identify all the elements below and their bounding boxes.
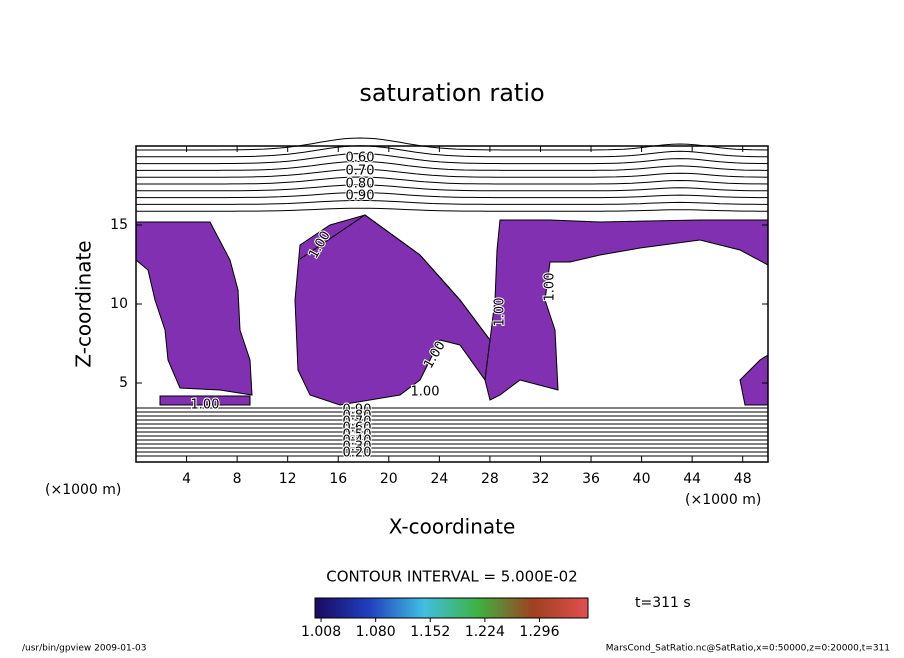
x-tick-label: 28 [481,471,499,487]
contour-interval: CONTOUR INTERVAL = 5.000E-02 [326,568,577,586]
x-axis-label: X-coordinate [389,515,516,539]
x-tick-label: 32 [532,471,550,487]
contour-line [299,214,491,341]
colorbar-tick-label: 1.080 [356,624,396,640]
contour-line [136,199,768,205]
contour-line [136,176,769,185]
y-tick-label: 15 [110,217,128,233]
contour-label: 0.60 [346,151,375,166]
x-unit: (×1000 m) [45,482,121,498]
colorbar-tick-label: 1.152 [410,624,450,640]
colorbar-tick-label: 1.224 [465,624,505,640]
footer-left: /usr/bin/gpview 2009-01-03 [22,644,146,654]
x-tick-label: 20 [380,471,398,487]
x-tick-label: 24 [430,471,448,487]
contour-lines [136,137,769,457]
colorbar [314,597,589,619]
x-tick-label: 36 [582,471,600,487]
contour-line [136,192,768,199]
contour-label: 0.80 [343,409,372,424]
x-tick-label: 8 [233,471,242,487]
contour-line [136,184,769,192]
contour-label: 1.00 [493,298,508,327]
contour-label: 1.00 [411,385,440,400]
contour-label: 0.90 [346,189,375,204]
contour-label: 0.30 [343,440,372,455]
contour-label: 1.00 [543,273,558,302]
contour-line [136,145,769,158]
y-tick-label: 5 [119,375,128,391]
x-tick-label: 44 [683,471,701,487]
contour-label: 0.60 [343,421,372,436]
contour-label: 0.80 [346,177,375,192]
contour-line [136,153,769,165]
contour-label: 0.70 [346,164,375,179]
x-tick-label: 40 [633,471,651,487]
filled-region [135,221,253,396]
contour-label: 0.50 [343,428,372,443]
time-label: t=311 s [635,595,691,611]
y-axis-label: Z-coordinate [72,240,96,367]
filled-regions [135,214,769,406]
x-tick-label: 16 [329,471,347,487]
x-tick-label: 48 [734,471,752,487]
contour-label: 1.00 [191,398,220,413]
contour-label: 0.40 [343,434,372,449]
filled-region [159,395,251,406]
x-unit-right: (×1000 m) [685,492,761,508]
contour-line [136,160,769,171]
contour-line [136,207,768,212]
footer-right: MarsCond_SatRatio.nc@SatRatio,x=0:50000,… [606,644,890,654]
contour-label: 0.90 [343,403,372,418]
chart-title: saturation ratio [359,79,544,107]
colorbar-tick-label: 1.008 [301,624,341,640]
y-tick-label: 10 [110,296,128,312]
contour-line [136,168,769,178]
x-tick-label: 4 [182,471,191,487]
filled-region [739,354,769,406]
filled-region [484,219,769,401]
contour-label: 0.70 [343,415,372,430]
contour-label: 0.20 [343,446,372,461]
colorbar-tick-label: 1.296 [519,624,559,640]
contour-line [136,137,769,151]
x-tick-label: 12 [279,471,297,487]
